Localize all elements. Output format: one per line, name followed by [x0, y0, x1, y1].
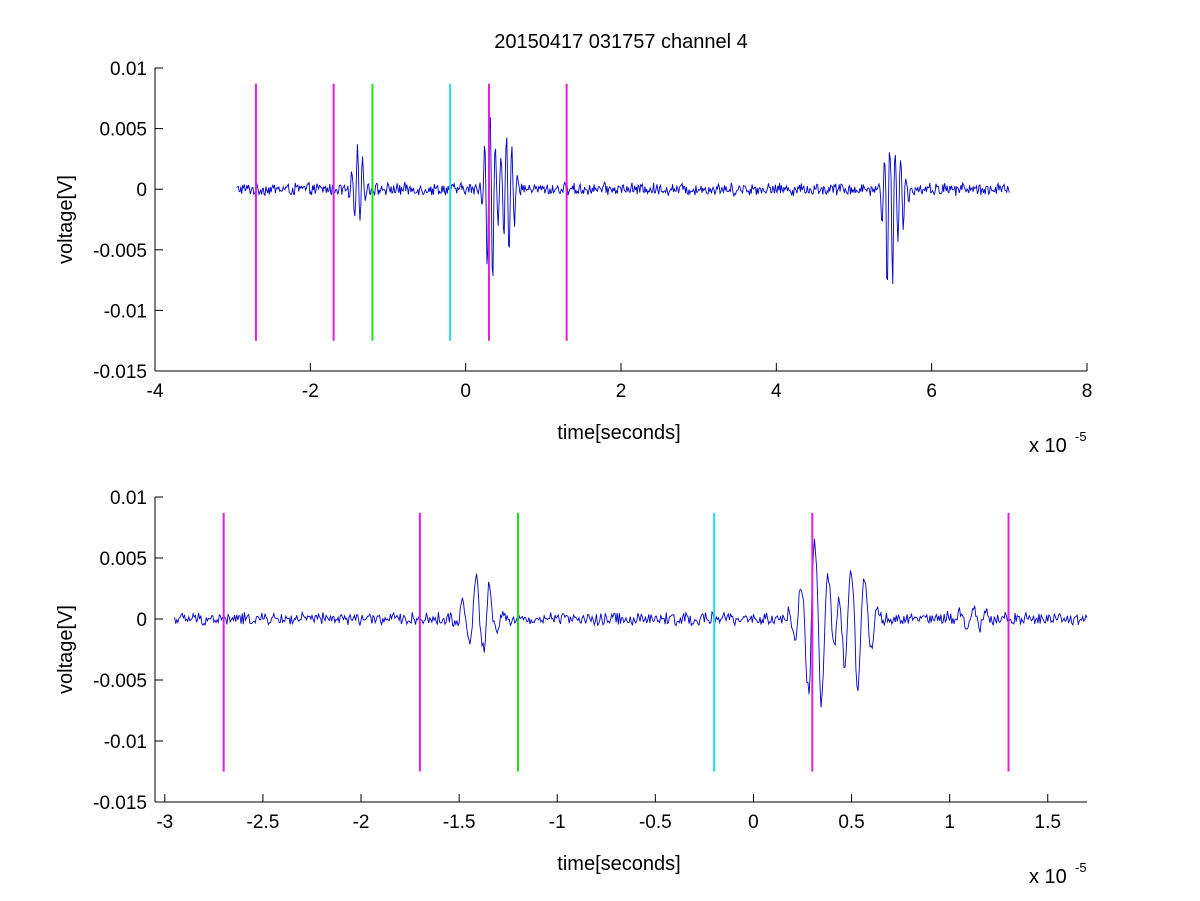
- subplot-2: -3 -2.5 -2 -1.5 -1 -0.5 0 0.5 1 1.5 0.01 0.005 0 -0.0…: [55, 488, 1088, 888]
- x-axis-label: time[seconds]: [557, 853, 680, 875]
- x-tick-label: -0.5: [639, 812, 672, 833]
- x-exponent-label: x 10: [1029, 866, 1067, 888]
- x-axis-label: time[seconds]: [557, 422, 680, 444]
- y-tick-label: -0.015: [93, 793, 147, 814]
- y-tick-label: -0.01: [104, 301, 147, 322]
- x-tick-label: 1: [944, 812, 955, 833]
- y-tick-label: 0.01: [110, 488, 147, 509]
- x-tick-label: 0.5: [838, 812, 864, 833]
- y-tick-label: 0: [136, 180, 147, 201]
- figure-title: 20150417 031757 channel 4: [494, 31, 748, 53]
- plots-container: -4 -2 0 2 4 6 8 0.01 0.005 0 -0.005 -0.01 -0.015 time…: [55, 59, 1092, 888]
- x-tick-label: -2: [353, 812, 370, 833]
- y-tick-label: 0.01: [110, 59, 147, 80]
- y-axis-label: voltage[V]: [55, 605, 77, 694]
- x-tick-label: -2.5: [247, 812, 280, 833]
- y-tick-label: 0.005: [99, 120, 147, 141]
- x-tick-label: 2: [616, 381, 627, 402]
- signal-series-line: [174, 538, 1088, 708]
- y-axis-label: voltage[V]: [55, 175, 77, 264]
- x-tick-label: 8: [1082, 381, 1093, 402]
- x-tick-label: 0: [460, 381, 471, 402]
- y-tick-label: -0.015: [93, 362, 147, 383]
- signal-series-line: [236, 117, 1010, 284]
- y-tick-label: -0.005: [93, 671, 147, 692]
- x-tick-label: -4: [147, 381, 164, 402]
- y-tick-label: 0.005: [99, 549, 147, 570]
- x-exponent-label: x 10: [1029, 435, 1067, 457]
- x-tick-label: 1.5: [1035, 812, 1061, 833]
- x-tick-label: 0: [748, 812, 759, 833]
- y-tick-label: 0: [136, 610, 147, 631]
- y-tick-label: -0.005: [93, 241, 147, 262]
- x-tick-label: -3: [156, 812, 173, 833]
- x-tick-label: 4: [771, 381, 782, 402]
- x-tick-label: -2: [302, 381, 319, 402]
- x-tick-label: 6: [926, 381, 937, 402]
- x-tick-label: -1.5: [443, 812, 476, 833]
- x-exponent-value: -5: [1075, 860, 1087, 875]
- subplot-1: -4 -2 0 2 4 6 8 0.01 0.005 0 -0.005 -0.01 -0.015 time…: [55, 59, 1092, 457]
- y-tick-label: -0.01: [104, 732, 147, 753]
- x-tick-label: -1: [549, 812, 566, 833]
- x-exponent-value: -5: [1075, 429, 1087, 444]
